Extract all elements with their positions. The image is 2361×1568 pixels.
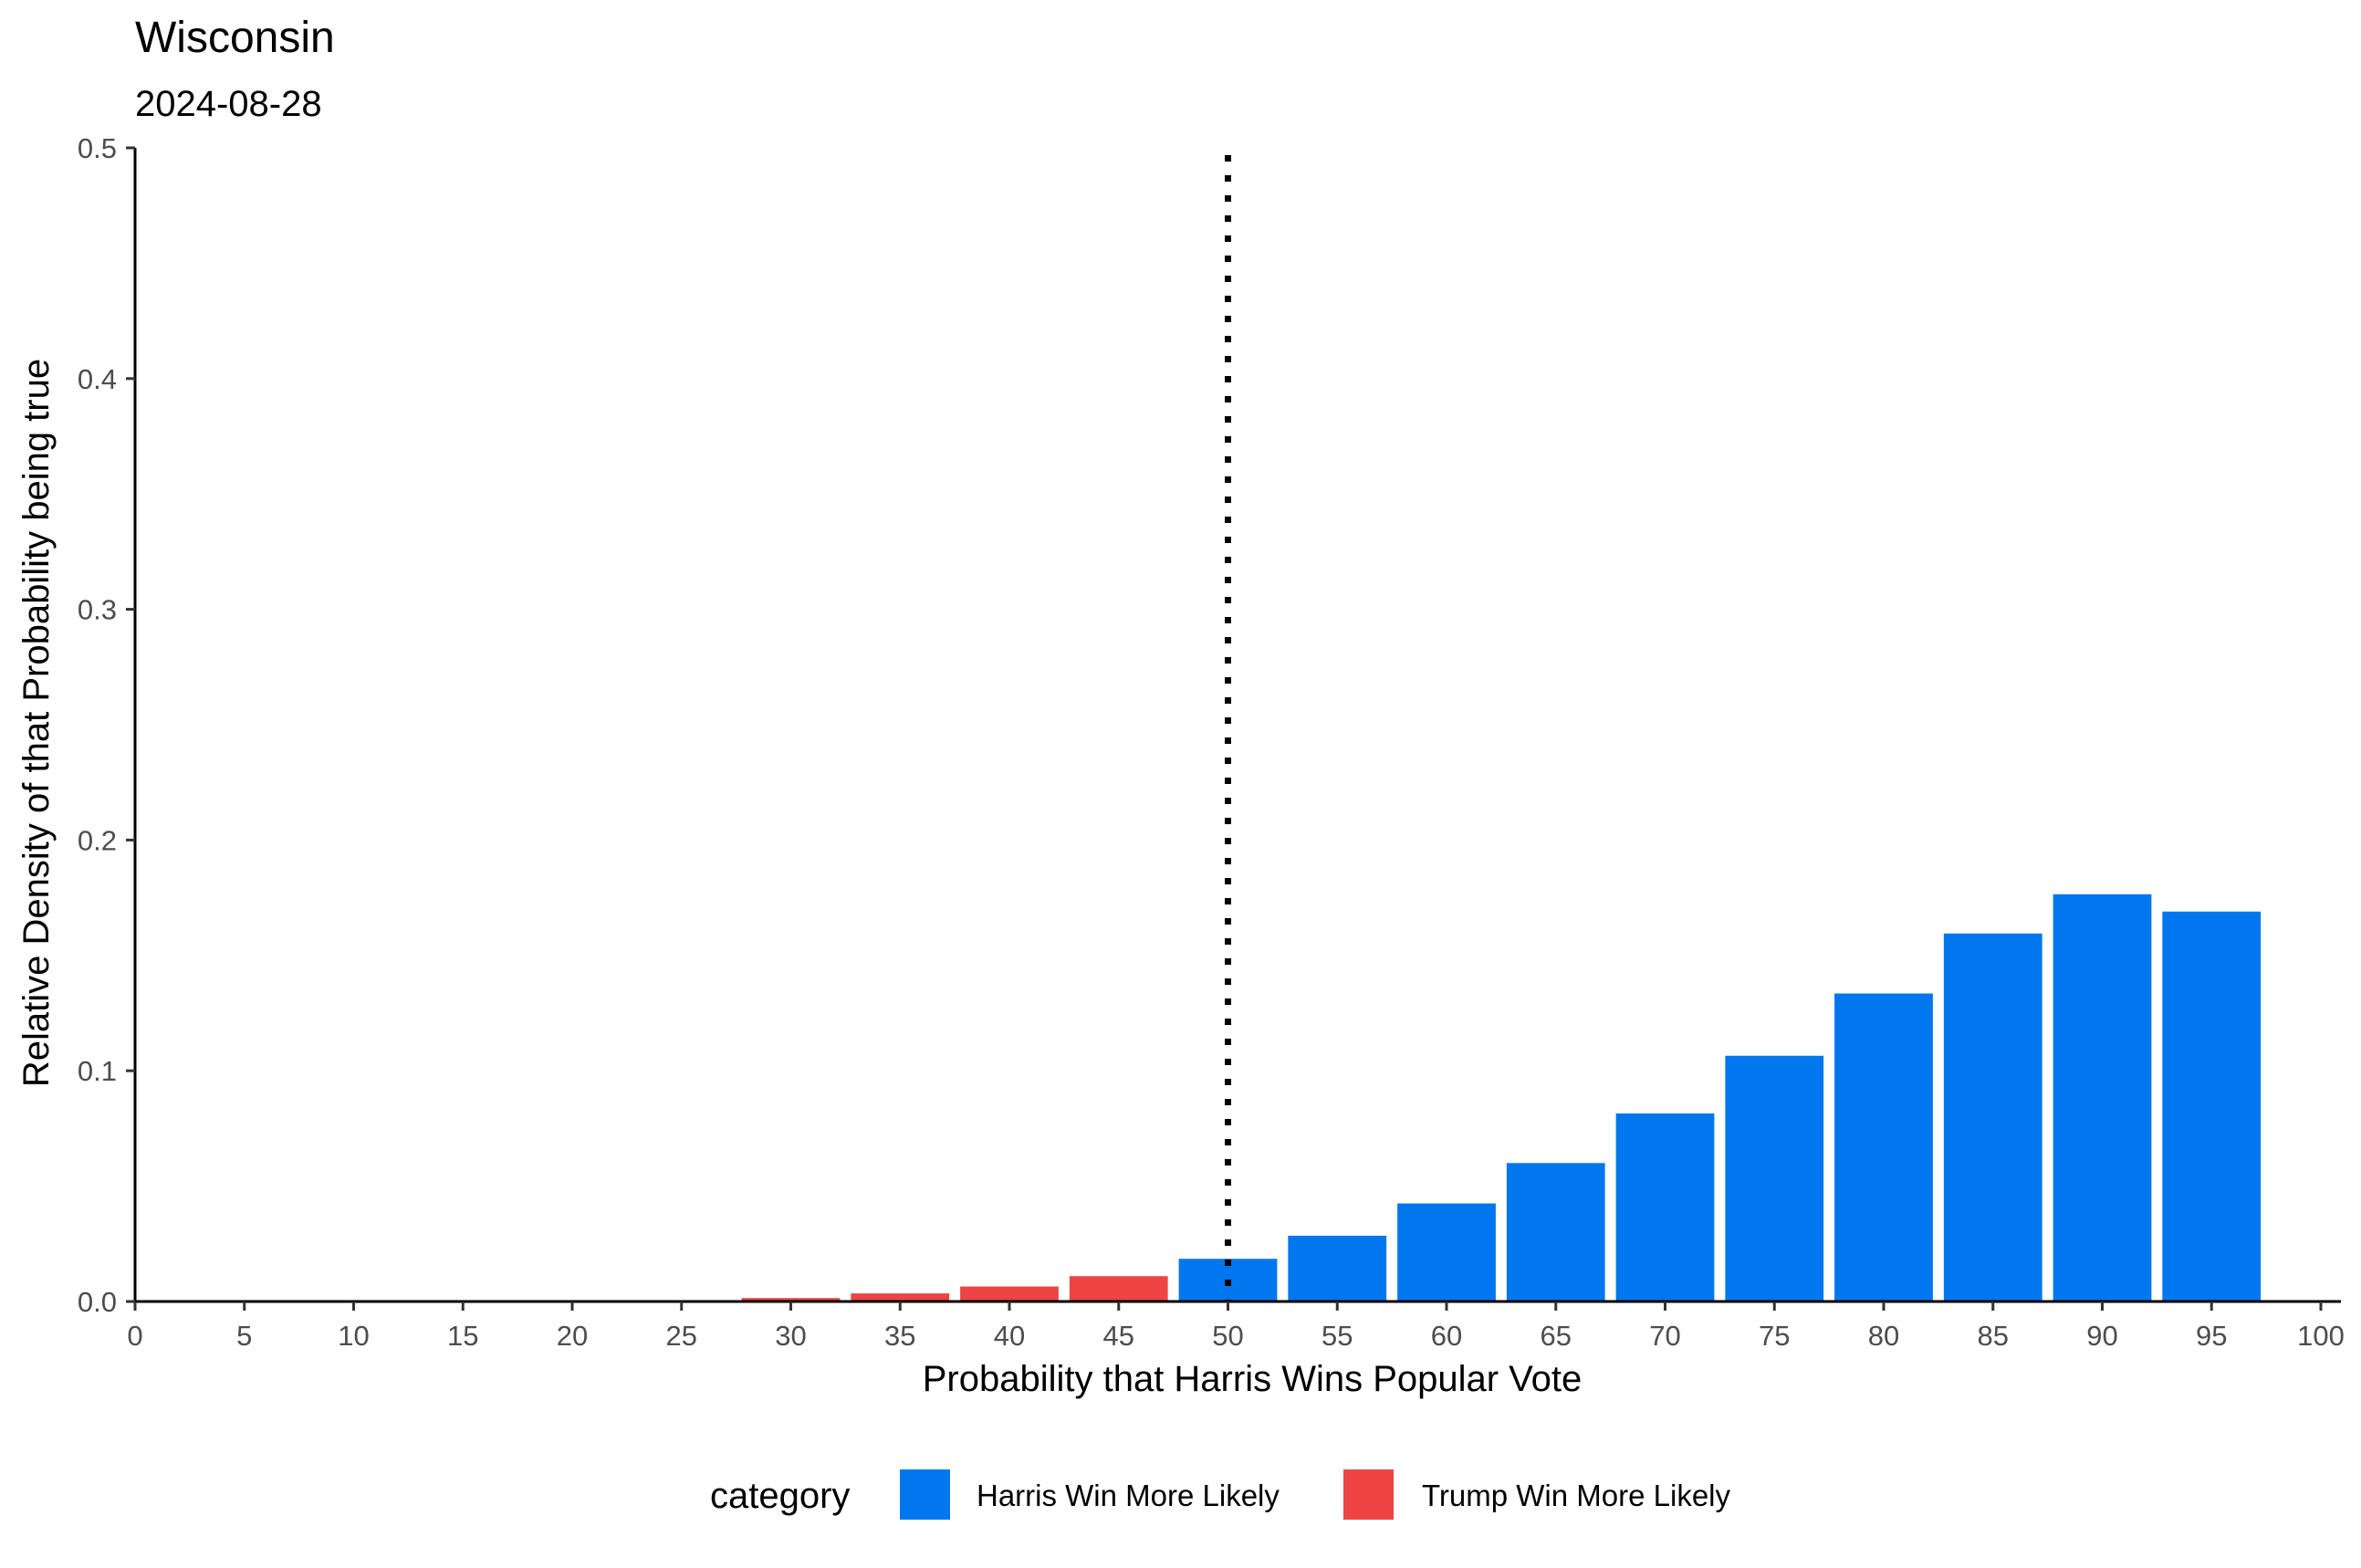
y-axis-label: Relative Density of that Probability bei… xyxy=(16,359,57,1087)
bar-trump-45 xyxy=(1069,1276,1168,1301)
x-axis-label: Probability that Harris Wins Popular Vot… xyxy=(923,1359,1583,1399)
x-tick-label-90: 90 xyxy=(2086,1320,2117,1352)
plot-area: 0 5 10 15 20 25 30 35 40 45 50 55 60 65 70 75 80 85 90 95 10… xyxy=(78,132,2345,1352)
x-tick-label-5: 5 xyxy=(236,1320,252,1352)
y-tick-label-0.2: 0.2 xyxy=(78,824,117,856)
y-tick-label-0.3: 0.3 xyxy=(78,594,117,626)
bar-harris-95 xyxy=(2162,911,2262,1301)
legend-label-trump: Trump Win More Likely xyxy=(1422,1479,1731,1512)
bar-harris-70 xyxy=(1615,1113,1715,1301)
x-tick-label-0: 0 xyxy=(127,1320,142,1352)
bar-trump-35 xyxy=(851,1293,950,1301)
chart-title: Wisconsin xyxy=(135,14,335,62)
x-tick-label-25: 25 xyxy=(666,1320,697,1352)
x-tick-label-95: 95 xyxy=(2196,1320,2227,1352)
y-tick-label-0.0: 0.0 xyxy=(78,1286,117,1318)
x-tick-label-30: 30 xyxy=(775,1320,806,1352)
bar-trump-40 xyxy=(960,1286,1059,1301)
x-tick-label-15: 15 xyxy=(447,1320,478,1352)
y-tick-label-0.5: 0.5 xyxy=(78,132,117,164)
bar-harris-65 xyxy=(1506,1163,1605,1301)
legend-title: category xyxy=(710,1476,850,1516)
x-tick-label-45: 45 xyxy=(1103,1320,1134,1352)
bar-harris-85 xyxy=(1943,933,2042,1301)
x-tick-label-75: 75 xyxy=(1759,1320,1790,1352)
bar-harris-80 xyxy=(1834,993,1933,1301)
x-tick-label-80: 80 xyxy=(1868,1320,1899,1352)
bar-harris-60 xyxy=(1397,1203,1496,1301)
legend-key-harris xyxy=(900,1469,950,1520)
legend: category Harris Win More Likely Trump Wi… xyxy=(710,1469,1731,1520)
x-tick-label-55: 55 xyxy=(1322,1320,1353,1352)
y-tick-label-0.1: 0.1 xyxy=(78,1055,117,1087)
x-tick-label-20: 20 xyxy=(557,1320,588,1352)
bar-harris-75 xyxy=(1725,1055,1824,1301)
bar-harris-90 xyxy=(2053,894,2152,1301)
bar-harris-55 xyxy=(1288,1235,1387,1301)
x-tick-label-40: 40 xyxy=(994,1320,1025,1352)
bar-trump-30 xyxy=(741,1298,841,1301)
legend-label-harris: Harris Win More Likely xyxy=(977,1479,1280,1512)
x-tick-label-60: 60 xyxy=(1431,1320,1462,1352)
x-tick-label-50: 50 xyxy=(1212,1320,1243,1352)
x-tick-label-10: 10 xyxy=(338,1320,369,1352)
legend-key-trump xyxy=(1343,1469,1394,1520)
x-tick-label-35: 35 xyxy=(884,1320,915,1352)
x-tick-label-70: 70 xyxy=(1649,1320,1680,1352)
x-tick-label-85: 85 xyxy=(1978,1320,2009,1352)
x-tick-label-100: 100 xyxy=(2297,1320,2345,1352)
chart-subtitle: 2024-08-28 xyxy=(135,84,322,124)
x-tick-label-65: 65 xyxy=(1541,1320,1572,1352)
y-tick-label-0.4: 0.4 xyxy=(78,363,117,395)
